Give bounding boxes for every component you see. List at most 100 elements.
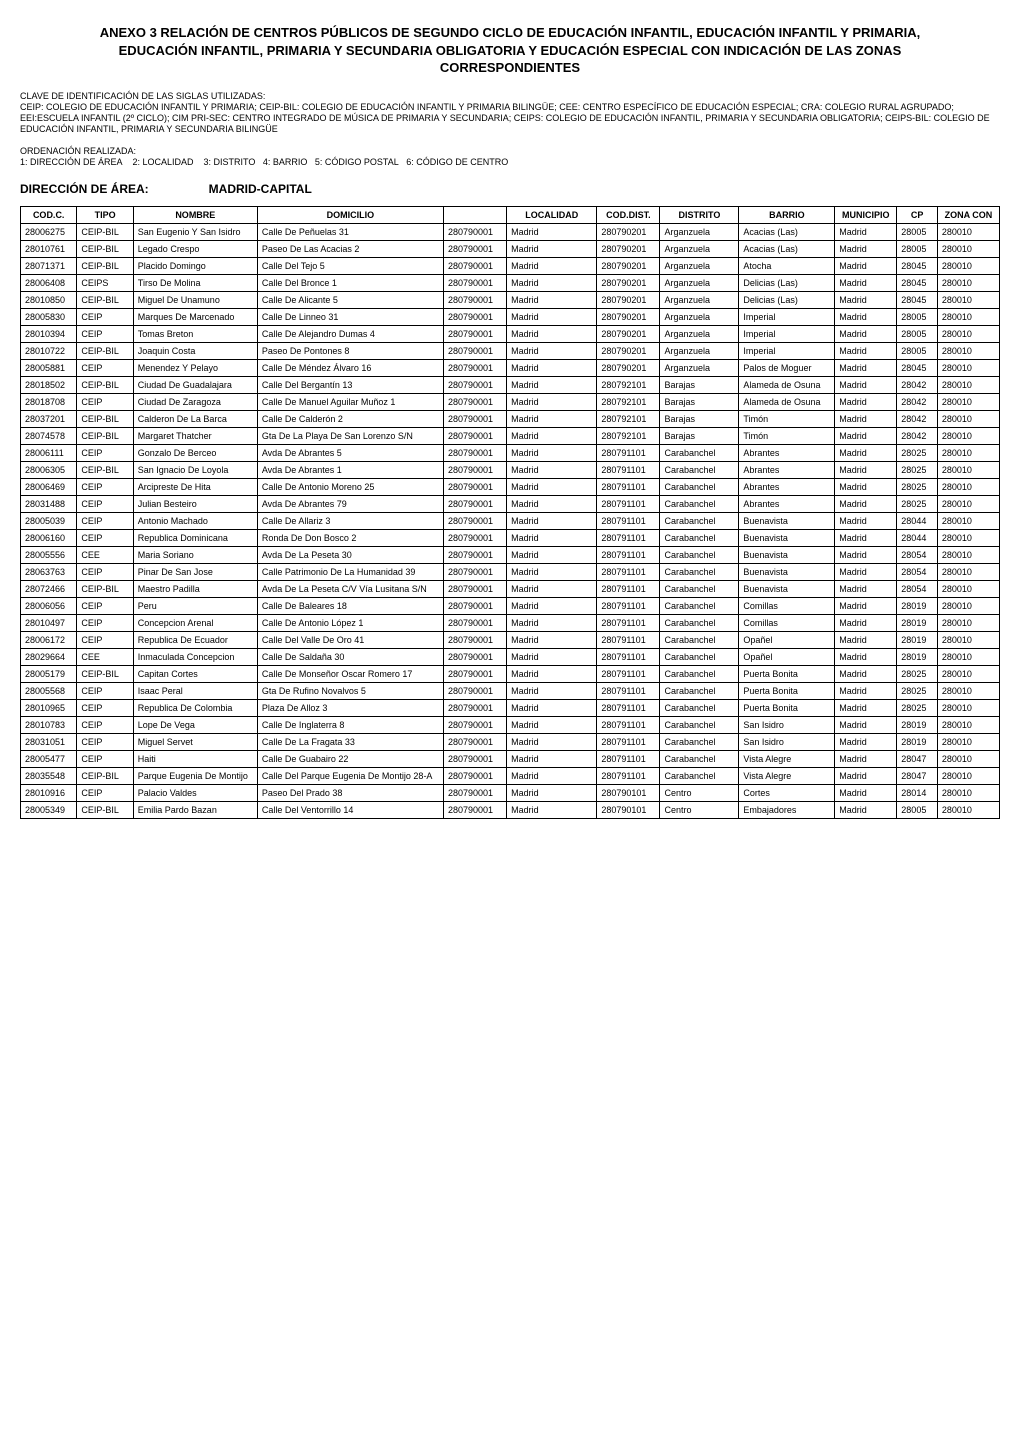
table-cell: Carabanchel <box>660 632 739 649</box>
table-cell: 280790001 <box>443 275 506 292</box>
table-cell: 28010850 <box>21 292 77 309</box>
table-cell: Acacias (Las) <box>739 241 835 258</box>
table-cell: 280790001 <box>443 360 506 377</box>
table-cell: CEIP <box>77 751 133 768</box>
table-row: 28072466CEIP-BILMaestro PadillaAvda De L… <box>21 581 1000 598</box>
table-cell: Comillas <box>739 615 835 632</box>
table-cell: 280010 <box>937 513 999 530</box>
table-cell: 280791101 <box>597 700 660 717</box>
table-cell: Madrid <box>835 360 897 377</box>
table-cell: 280791101 <box>597 615 660 632</box>
table-cell: 280790001 <box>443 377 506 394</box>
table-cell: 280790001 <box>443 581 506 598</box>
table-cell: Madrid <box>507 343 597 360</box>
table-cell: Madrid <box>507 241 597 258</box>
table-cell: Abrantes <box>739 445 835 462</box>
table-cell: Madrid <box>507 581 597 598</box>
table-cell: Madrid <box>507 649 597 666</box>
table-cell: Calle De Méndez Álvaro 16 <box>257 360 443 377</box>
table-cell: 28005477 <box>21 751 77 768</box>
table-row: 28010761CEIP-BILLegado CrespoPaseo De La… <box>21 241 1000 258</box>
table-cell: Madrid <box>507 462 597 479</box>
table-cell: Madrid <box>835 683 897 700</box>
table-cell: Peru <box>133 598 257 615</box>
table-cell: 28018708 <box>21 394 77 411</box>
table-cell: 280790001 <box>443 802 506 819</box>
table-cell: 28029664 <box>21 649 77 666</box>
table-cell: Calle Del Bergantín 13 <box>257 377 443 394</box>
table-cell: 28006160 <box>21 530 77 547</box>
table-cell: 280792101 <box>597 394 660 411</box>
table-cell: Madrid <box>507 734 597 751</box>
table-cell: Calle De Manuel Aguilar Muñoz 1 <box>257 394 443 411</box>
table-cell: 280791101 <box>597 717 660 734</box>
table-cell: 280010 <box>937 241 999 258</box>
table-cell: Ciudad De Guadalajara <box>133 377 257 394</box>
table-cell: 280010 <box>937 462 999 479</box>
table-cell: Arganzuela <box>660 224 739 241</box>
table-cell: 28045 <box>897 275 938 292</box>
table-cell: 28006305 <box>21 462 77 479</box>
table-cell: Carabanchel <box>660 530 739 547</box>
table-cell: Madrid <box>835 751 897 768</box>
table-cell: Madrid <box>507 564 597 581</box>
table-cell: Arganzuela <box>660 343 739 360</box>
table-cell: Abrantes <box>739 496 835 513</box>
table-cell: Madrid <box>507 598 597 615</box>
table-cell: Opañel <box>739 649 835 666</box>
table-cell: 280791101 <box>597 462 660 479</box>
table-cell: Republica De Ecuador <box>133 632 257 649</box>
table-cell: Madrid <box>507 666 597 683</box>
table-cell: Madrid <box>835 717 897 734</box>
table-cell: 28042 <box>897 377 938 394</box>
table-cell: 280010 <box>937 394 999 411</box>
table-cell: Carabanchel <box>660 581 739 598</box>
ordenacion-block: ORDENACIÓN REALIZADA: 1: DIRECCIÓN DE ÁR… <box>20 146 1000 169</box>
table-cell: Puerta Bonita <box>739 683 835 700</box>
table-cell: 28025 <box>897 683 938 700</box>
table-cell: 28010965 <box>21 700 77 717</box>
table-cell: 28005 <box>897 343 938 360</box>
table-cell: 280010 <box>937 258 999 275</box>
table-cell: Calle De Saldaña 30 <box>257 649 443 666</box>
table-row: 28010394CEIPTomas BretonCalle De Alejand… <box>21 326 1000 343</box>
table-header-cell <box>443 207 506 224</box>
table-row: 28031051CEIPMiguel ServetCalle De La Fra… <box>21 734 1000 751</box>
table-cell: 28006056 <box>21 598 77 615</box>
table-cell: CEIP-BIL <box>77 411 133 428</box>
table-cell: Madrid <box>835 547 897 564</box>
table-cell: Avda De Abrantes 1 <box>257 462 443 479</box>
table-row: 28010722CEIP-BILJoaquin CostaPaseo De Po… <box>21 343 1000 360</box>
table-cell: 280010 <box>937 683 999 700</box>
table-cell: 280790001 <box>443 462 506 479</box>
table-cell: Madrid <box>835 598 897 615</box>
table-cell: 28045 <box>897 292 938 309</box>
table-cell: 280791101 <box>597 768 660 785</box>
table-cell: Madrid <box>835 224 897 241</box>
table-cell: Carabanchel <box>660 564 739 581</box>
table-cell: Tomas Breton <box>133 326 257 343</box>
table-cell: 280790001 <box>443 343 506 360</box>
table-cell: Barajas <box>660 411 739 428</box>
table-header-cell: DOMICILIO <box>257 207 443 224</box>
table-header-cell: COD.DIST. <box>597 207 660 224</box>
table-header-cell: NOMBRE <box>133 207 257 224</box>
table-cell: Madrid <box>835 428 897 445</box>
table-cell: 280791101 <box>597 734 660 751</box>
table-cell: 28005881 <box>21 360 77 377</box>
table-cell: 280791101 <box>597 666 660 683</box>
table-cell: Julian Besteiro <box>133 496 257 513</box>
table-cell: Buenavista <box>739 547 835 564</box>
table-cell: 28010761 <box>21 241 77 258</box>
table-cell: Madrid <box>835 700 897 717</box>
table-row: 28006469CEIPArcipreste De HitaCalle De A… <box>21 479 1000 496</box>
table-cell: 280010 <box>937 445 999 462</box>
ordenacion-body: 1: DIRECCIÓN DE ÁREA 2: LOCALIDAD 3: DIS… <box>20 157 508 167</box>
table-cell: Margaret Thatcher <box>133 428 257 445</box>
table-cell: Madrid <box>507 785 597 802</box>
table-cell: Madrid <box>835 258 897 275</box>
table-cell: Madrid <box>507 309 597 326</box>
table-cell: CEIP <box>77 496 133 513</box>
table-cell: Pinar De San Jose <box>133 564 257 581</box>
table-cell: CEIP-BIL <box>77 224 133 241</box>
